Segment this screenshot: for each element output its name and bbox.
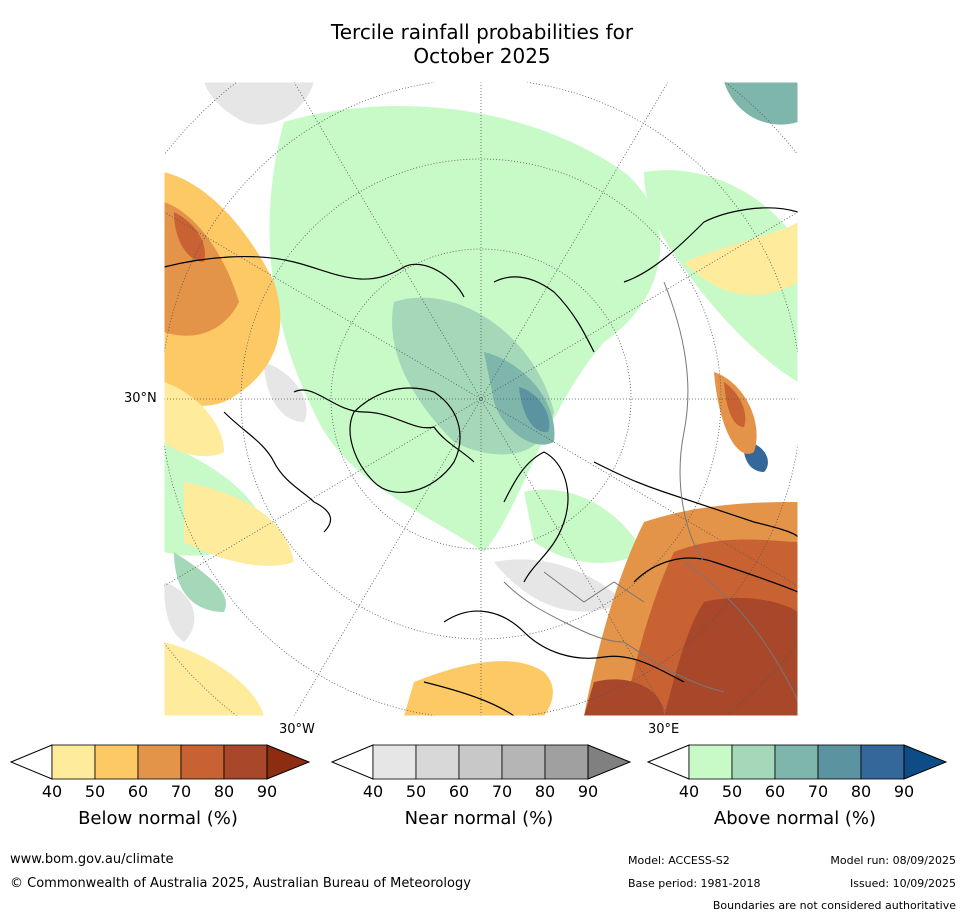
coastlines [164, 207, 798, 716]
colorbar-swatch [51, 744, 96, 780]
country-borders [503, 281, 798, 703]
lat-label-30n: 30°N [124, 391, 157, 406]
colorbar-swatch [688, 744, 733, 780]
map-title: Tercile rainfall probabilities for Octob… [0, 20, 965, 68]
lon-label-30e: 30°E [648, 722, 680, 737]
website-link[interactable]: www.bom.gov.au/climate [10, 852, 174, 867]
colorbar-tick-label: 90 [893, 782, 915, 801]
colorbar-tick-label: 40 [41, 782, 63, 801]
colorbar-tick-label: 60 [448, 782, 470, 801]
colorbar-upper-arrow [266, 744, 310, 780]
colorbar-swatches [331, 744, 631, 780]
colorbar-title: Above normal (%) [713, 808, 877, 829]
colorbar-tick-label: 70 [170, 782, 192, 801]
base-period: Base period: 1981-2018 [628, 877, 761, 890]
polar-rainfall-map [164, 82, 798, 716]
copyright-text: © Commonwealth of Australia 2025, Austra… [10, 876, 471, 891]
colorbar-tick-label: 70 [807, 782, 829, 801]
colorbar-upper-arrow [587, 744, 631, 780]
colorbar-swatches [10, 744, 310, 780]
colorbar-tick-label: 90 [256, 782, 278, 801]
boundary-disclaimer: Boundaries are not considered authoritat… [712, 899, 956, 912]
colorbar-swatch [817, 744, 862, 780]
colorbar-tick-label: 70 [491, 782, 513, 801]
colorbar-tick-label: 80 [850, 782, 872, 801]
colorbar-tick-label: 50 [84, 782, 106, 801]
colorbar-swatch [137, 744, 182, 780]
colorbar-tick-label: 50 [405, 782, 427, 801]
below-normal-region [164, 172, 798, 716]
colorbar-lower-arrow [10, 744, 53, 780]
colorbar-title: Below normal (%) [78, 808, 238, 829]
colorbar-swatch [544, 744, 589, 780]
colorbar-tick-label: 80 [534, 782, 556, 801]
issued-date: Issued: 10/09/2025 [849, 877, 956, 890]
colorbar-swatch [180, 744, 225, 780]
colorbar-tick-label: 60 [127, 782, 149, 801]
colorbar-swatch [372, 744, 417, 780]
colorbar-tick-label: 40 [678, 782, 700, 801]
colorbar-lower-arrow [331, 744, 374, 780]
colorbar-upper-arrow [903, 744, 947, 780]
title-line-2: October 2025 [413, 44, 551, 68]
colorbar-swatch [94, 744, 139, 780]
lon-label-30w: 30°W [279, 722, 315, 737]
colorbar-swatch [774, 744, 819, 780]
colorbar-swatch [860, 744, 905, 780]
colorbar-swatches [647, 744, 947, 780]
title-line-1: Tercile rainfall probabilities for [330, 20, 634, 44]
colorbar-tick-label: 60 [764, 782, 786, 801]
graticule [164, 82, 798, 716]
colorbar-title: Near normal (%) [404, 808, 554, 829]
colorbar-tick-label: 50 [721, 782, 743, 801]
colorbar-tick-label: 90 [577, 782, 599, 801]
colorbar-lower-arrow [647, 744, 690, 780]
colorbar-tick-label: 80 [213, 782, 235, 801]
colorbar-swatch [501, 744, 546, 780]
model-name: Model: ACCESS-S2 [628, 854, 730, 867]
near-normal-region [164, 82, 624, 642]
model-run: Model run: 08/09/2025 [830, 854, 956, 867]
colorbar-tick-label: 40 [362, 782, 384, 801]
colorbar-swatch [458, 744, 503, 780]
colorbar-swatch [223, 744, 268, 780]
colorbar-swatch [731, 744, 776, 780]
colorbar-swatch [415, 744, 460, 780]
